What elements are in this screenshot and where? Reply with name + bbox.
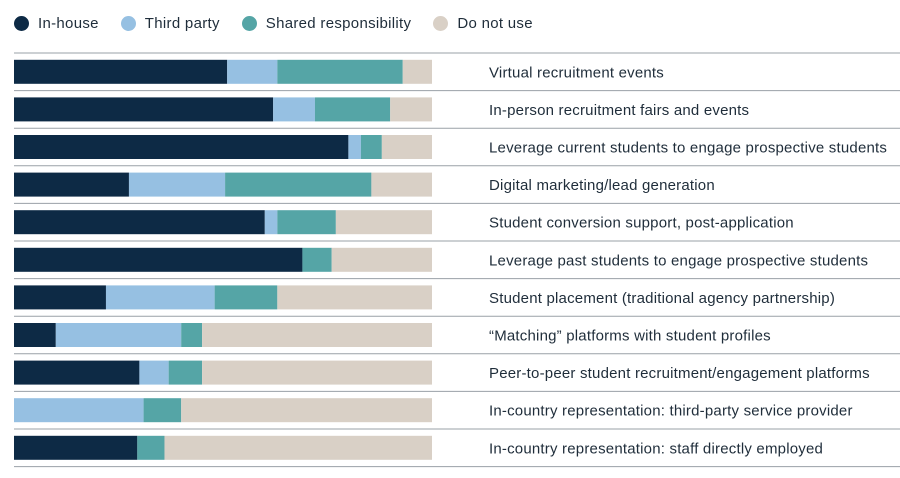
bar-segment [14, 97, 274, 122]
bar-segment [360, 135, 382, 159]
category-label: Student conversion support, post-applica… [489, 215, 794, 232]
bar-segment [402, 59, 432, 84]
bar-segment [331, 247, 432, 272]
bar-segment [348, 135, 361, 159]
bar-segment [14, 323, 56, 347]
bar-segment [381, 135, 432, 159]
bar-segment [277, 210, 336, 235]
category-label: Leverage current students to engage pros… [489, 140, 887, 157]
bar-segment [14, 435, 138, 460]
category-label: Leverage past students to engage prospec… [489, 252, 868, 269]
bar-segment [55, 323, 182, 347]
bar-segment [181, 398, 432, 423]
bar-segment [164, 435, 433, 460]
legend-item: Third party [120, 14, 220, 32]
category-label: In-person recruitment fairs and events [489, 102, 749, 119]
bar-segment [202, 360, 432, 385]
bar-segment [273, 97, 315, 122]
category-label: In-country representation: third-party s… [489, 403, 853, 420]
bar-segment [264, 210, 278, 235]
legend-swatch [14, 15, 29, 31]
bar-segment [14, 59, 228, 84]
bar-segment [168, 360, 203, 385]
bar-segment [225, 172, 372, 197]
legend-swatch [433, 15, 449, 31]
bar-segment [202, 323, 432, 347]
bar-segment [14, 210, 265, 235]
bar-segment [277, 59, 403, 84]
bar-segment [277, 285, 432, 310]
bar-segment [181, 323, 203, 347]
bar-segment [143, 398, 182, 423]
bar-segment [390, 97, 432, 122]
category-label: Virtual recruitment events [489, 64, 664, 81]
bar-segment [314, 97, 391, 122]
bar-segment [105, 285, 215, 310]
legend-item: In-house [14, 15, 99, 32]
bar-segment [14, 398, 144, 423]
legend-label: Shared responsibility [265, 14, 412, 32]
category-label: In-country representation: staff directl… [489, 440, 823, 457]
legend-swatch [241, 15, 257, 31]
bar-segment [14, 172, 129, 197]
bar-segment [139, 360, 169, 385]
category-label: Digital marketing/lead generation [489, 177, 715, 194]
bar-segment [302, 247, 332, 272]
legend-swatch [120, 15, 136, 31]
bar-segment [335, 210, 432, 235]
bar-segment [128, 172, 226, 197]
category-label: “Matching” platforms with student profil… [489, 328, 771, 345]
legend-label: Do not use [457, 14, 533, 32]
legend-label: In-house [38, 14, 99, 32]
category-label: Peer-to-peer student recruitment/engagem… [489, 365, 870, 382]
bar-segment [137, 435, 165, 460]
legend-label: Third party [144, 14, 220, 32]
bar-segment [371, 172, 432, 197]
legend-item: Shared responsibility [241, 14, 412, 32]
bar-segment [214, 285, 278, 310]
bar-segment [14, 360, 140, 385]
bar-segment [14, 285, 106, 310]
bar-segment [227, 59, 278, 84]
legend-item: Do not use [433, 15, 533, 32]
legend: In-house Third party Shared responsibility… [14, 12, 533, 34]
bar-segment [14, 247, 303, 272]
bar-segment [14, 135, 349, 159]
category-label: Student placement (traditional agency pa… [489, 290, 835, 307]
